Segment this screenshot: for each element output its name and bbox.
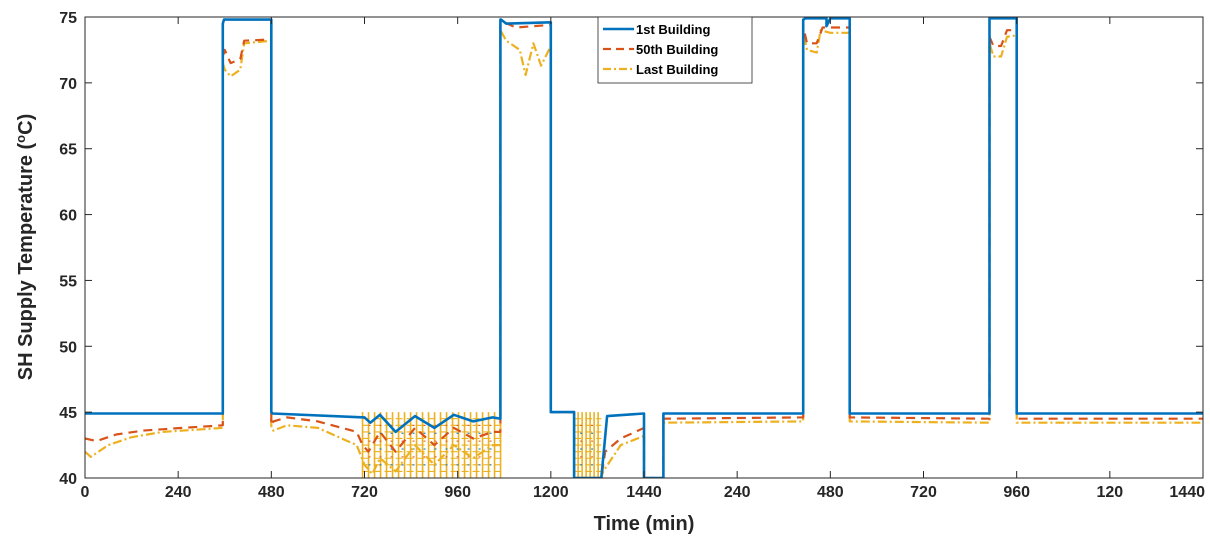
series-line-50th-building (85, 21, 1203, 478)
x-tick-label: 120 (1096, 484, 1123, 501)
y-axis-label-tail: C) (15, 114, 37, 135)
x-axis-label: Time (min) (594, 513, 695, 535)
series-line-1st-building (85, 17, 1203, 478)
x-tick-label: 720 (910, 484, 937, 501)
x-tick-label: 960 (444, 484, 471, 501)
series-line-last-building (85, 29, 1203, 478)
y-tick-label: 40 (59, 471, 77, 488)
y-tick-label: 55 (59, 273, 77, 290)
x-tick-label: 720 (351, 484, 378, 501)
y-tick-label: 50 (59, 339, 77, 356)
y-axis-tick-labels: 40 45 50 55 60 65 70 75 (59, 10, 77, 488)
y-axis-label-unit-superscript: o (13, 135, 28, 143)
x-tick-label: 1200 (533, 484, 569, 501)
legend-label-1st-building: 1st Building (636, 22, 710, 37)
y-tick-label: 45 (59, 405, 77, 422)
axis-ticks (84, 16, 1204, 479)
data-series (85, 17, 1203, 478)
y-tick-label: 65 (59, 142, 77, 159)
x-tick-label: 1440 (1169, 484, 1205, 501)
x-tick-label: 240 (724, 484, 751, 501)
x-tick-label: 480 (258, 484, 285, 501)
y-tick-label: 75 (59, 10, 77, 27)
y-axis-label-main: SH Supply Temperature ( (15, 142, 37, 380)
y-tick-label: 70 (59, 76, 77, 93)
legend-label-50th-building: 50th Building (636, 42, 718, 57)
x-tick-label: 0 (81, 484, 90, 501)
y-tick-label: 60 (59, 208, 77, 225)
legend: 1st Building 50th Building Last Building (597, 16, 753, 84)
y-axis-label: SH Supply Temperature (oC) (13, 114, 37, 381)
x-tick-label: 240 (165, 484, 192, 501)
x-tick-label: 480 (817, 484, 844, 501)
plot-area-frame (84, 16, 1204, 479)
x-tick-label: 960 (1003, 484, 1030, 501)
x-axis-tick-labels: 0 240 480 720 960 1200 1440 240 480 720 960 120 1440 (81, 484, 1206, 501)
x-tick-label: 1440 (626, 484, 662, 501)
legend-label-last-building: Last Building (636, 62, 718, 77)
